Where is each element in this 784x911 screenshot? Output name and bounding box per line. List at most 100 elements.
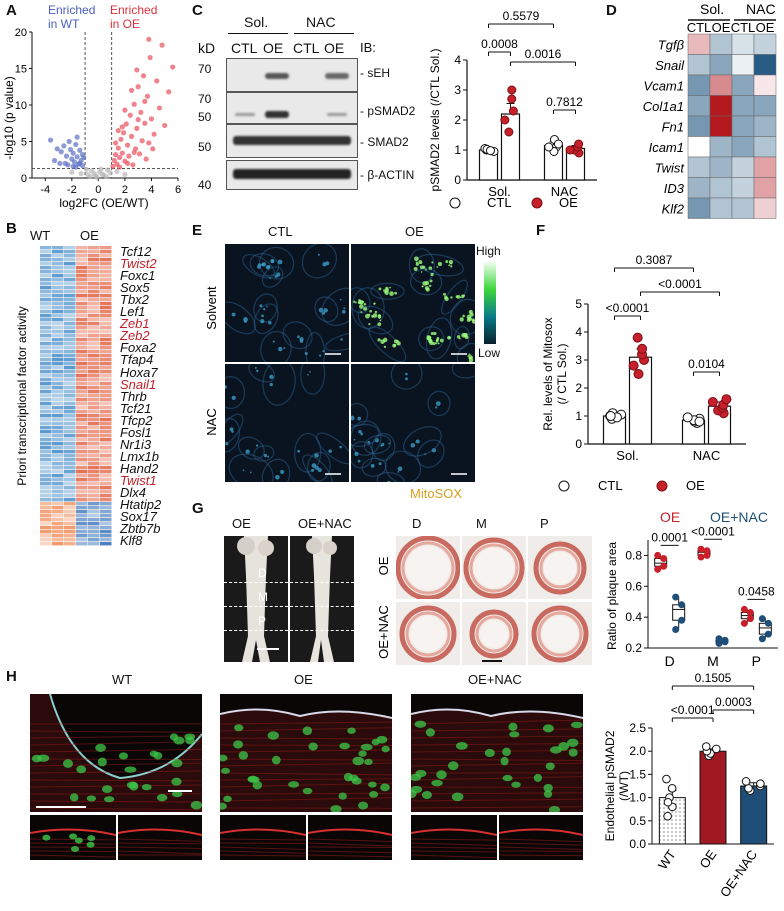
- if-nucleus: [548, 805, 561, 812]
- if-nucleus: [543, 790, 553, 798]
- tf-heat-cell: [100, 418, 112, 422]
- tf-heat-cell: [64, 362, 76, 366]
- tf-heat-cell: [40, 262, 52, 266]
- if-fiber: [30, 807, 202, 811]
- if-image-oenac: [411, 694, 583, 812]
- mito-spot: [436, 336, 440, 340]
- mito-spot: [353, 300, 356, 303]
- tf-heat-cell: [64, 482, 76, 486]
- volcano-point: [63, 153, 70, 159]
- tf-heat-cell: [100, 338, 112, 342]
- if-col-oe: OE: [294, 672, 313, 687]
- tf-heat-cell: [52, 314, 64, 318]
- h-bar-oe: [699, 750, 727, 845]
- volcano-point: [131, 149, 137, 156]
- tf-heat-cell: [64, 426, 76, 430]
- histology-section: [395, 535, 461, 601]
- tf-heat-cell: [100, 422, 112, 426]
- if-nucleus: [97, 757, 107, 767]
- tf-heat-cell: [52, 462, 64, 466]
- bar-dot-oe: [637, 343, 648, 354]
- mito-spot: [321, 311, 326, 315]
- if-fiber: [411, 728, 583, 732]
- volcano-point: [83, 166, 90, 172]
- tf-heat-cell: [100, 534, 112, 538]
- volcano-point: [156, 105, 163, 111]
- bar-dot-ctl: [485, 146, 495, 156]
- cell-outline: [351, 403, 369, 427]
- mito-spot: [381, 442, 385, 447]
- tf-heat-cell: [76, 270, 88, 274]
- tf-heat-cell: [52, 530, 64, 534]
- tf-heat-cell: [88, 374, 100, 378]
- g-point-oenac: [678, 601, 686, 609]
- mito-spot: [378, 462, 382, 466]
- d-heat-cell: [709, 197, 733, 219]
- d-heat-cell: [731, 95, 755, 117]
- volcano-point: [135, 84, 141, 90]
- g-legend-oe: OE: [660, 509, 680, 525]
- tf-heat-cell: [64, 366, 76, 370]
- tf-heat-cell: [64, 270, 76, 274]
- section-scale-bar: [482, 660, 502, 662]
- tf-heat-cell: [52, 350, 64, 354]
- c-legend-ctl: CTL: [487, 195, 512, 210]
- tf-col-oe: OE: [80, 228, 99, 243]
- tf-heat-cell: [40, 418, 52, 422]
- tf-heat-cell: [76, 446, 88, 450]
- mito-spot: [471, 356, 473, 359]
- if-strip-fiber: [30, 842, 116, 845]
- if-strip-fiber: [220, 846, 306, 850]
- mito-spot: [270, 258, 275, 264]
- tf-heat-cell: [88, 250, 100, 254]
- tf-heat-cell: [40, 258, 52, 262]
- d-heat-cell: [687, 177, 711, 199]
- volcano-point: [70, 150, 76, 156]
- tf-heat-cell: [100, 282, 112, 286]
- tf-heat-cell: [76, 338, 88, 342]
- tf-heat-cell: [76, 426, 88, 430]
- tf-heat-cell: [64, 422, 76, 426]
- mito-spot: [415, 261, 418, 264]
- tf-heat-cell: [64, 314, 76, 318]
- if-nucleus: [220, 767, 231, 774]
- if-nucleus: [129, 782, 139, 791]
- cell-outline: [314, 296, 339, 323]
- tf-heat-cell: [52, 478, 64, 482]
- tf-gene-hand2: Hand2: [120, 460, 159, 476]
- tf-heat-cell: [64, 298, 76, 302]
- tf-heat-cell: [52, 386, 64, 390]
- if-fiber: [411, 776, 583, 781]
- tf-heat-cell: [76, 314, 88, 318]
- tf-heat-cell: [88, 294, 100, 298]
- tf-heat-cell: [52, 490, 64, 494]
- tf-heat-cell: [76, 378, 88, 382]
- mito-spot: [357, 459, 361, 463]
- tf-heat-cell: [100, 286, 112, 290]
- cell-outline: [253, 303, 279, 335]
- tf-heat-cell: [100, 410, 112, 414]
- d-col-label: CTL: [687, 20, 712, 35]
- mito-spot: [410, 443, 416, 448]
- h-category-label: WT: [655, 847, 679, 872]
- if-nucleus: [502, 774, 513, 782]
- cell-outline: [294, 432, 322, 473]
- mito-spot: [378, 287, 382, 291]
- mito-spot: [435, 406, 438, 409]
- d-heat-cell: [753, 115, 777, 137]
- if-strip-fiber: [308, 838, 392, 843]
- tf-heat-cell: [88, 530, 100, 534]
- tf-heat-cell: [64, 458, 76, 462]
- mito-row-solvent: Solvent: [204, 286, 219, 330]
- h-dot: [662, 774, 671, 784]
- tf-heat-cell: [100, 378, 112, 382]
- tf-heat-cell: [52, 482, 64, 486]
- tf-heat-cell: [40, 494, 52, 498]
- tf-heat-cell: [88, 450, 100, 454]
- volcano-point: [138, 109, 144, 115]
- cell-outline: [425, 317, 453, 360]
- volcano-point: [73, 141, 79, 148]
- tf-gene-tcf21: Tcf21: [120, 400, 152, 416]
- mito-spot: [386, 480, 391, 482]
- f-pval-4-label: 0.0104: [688, 357, 725, 371]
